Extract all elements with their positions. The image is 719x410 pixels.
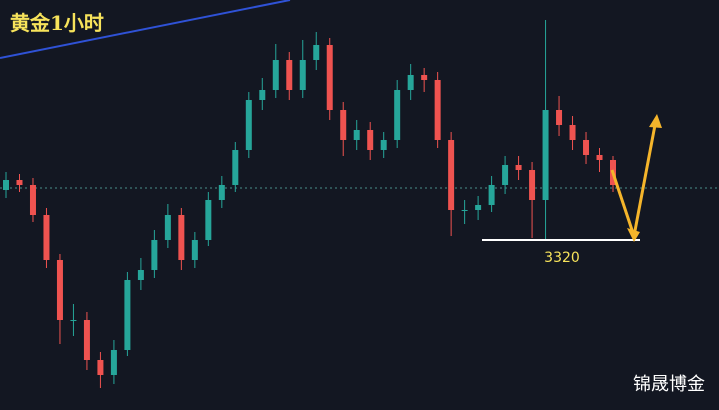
support-label: 3320 — [544, 250, 580, 266]
candle-body — [286, 60, 293, 90]
candle-body — [164, 215, 171, 240]
arrow-head — [649, 114, 662, 128]
candle-body — [353, 130, 360, 140]
candle-body — [502, 165, 509, 185]
candle-body — [218, 185, 225, 200]
candle-body — [70, 320, 77, 321]
candle-body — [97, 360, 104, 375]
candle-body — [340, 110, 347, 140]
candle-body — [191, 240, 198, 260]
candle-body — [596, 155, 603, 160]
candle-body — [3, 180, 9, 190]
candle-body — [488, 185, 495, 205]
trend-line — [0, 0, 291, 59]
candle-body — [367, 130, 374, 150]
candle-body — [556, 110, 563, 125]
arrow-down — [610, 169, 636, 237]
candle-body — [299, 60, 306, 90]
candle-body — [245, 100, 252, 150]
candle-body — [421, 75, 428, 80]
candle-body — [110, 350, 117, 375]
candle-body — [583, 140, 590, 155]
candle-body — [394, 90, 401, 140]
candle-body — [124, 280, 131, 350]
plot: 3320 — [0, 20, 719, 388]
candle-body — [272, 60, 279, 90]
candle-body — [16, 180, 23, 185]
candle-body — [83, 320, 90, 360]
chart-title: 黄金1小时 — [10, 11, 104, 35]
candle-body — [137, 270, 144, 280]
candle-body — [542, 110, 549, 200]
watermark: 锦晟博金 — [633, 374, 705, 395]
candle-body — [326, 45, 333, 110]
candle-body — [380, 140, 387, 150]
candle-body — [232, 150, 239, 185]
candle-body — [515, 165, 522, 170]
candle-body — [43, 215, 50, 260]
candle-body — [56, 260, 63, 320]
candle-body — [151, 240, 158, 270]
candle-body — [178, 215, 185, 260]
candle-body — [407, 75, 414, 90]
candle-body — [205, 200, 212, 240]
candle-body — [529, 170, 536, 200]
candle-body — [448, 140, 455, 210]
candle-body — [259, 90, 266, 100]
candle-body — [569, 125, 576, 140]
candle-body — [313, 45, 320, 60]
candle-body — [475, 205, 482, 210]
candle-body — [461, 210, 468, 211]
candle-body — [434, 80, 441, 140]
arrow-up — [632, 124, 657, 237]
candle-body — [29, 185, 36, 215]
